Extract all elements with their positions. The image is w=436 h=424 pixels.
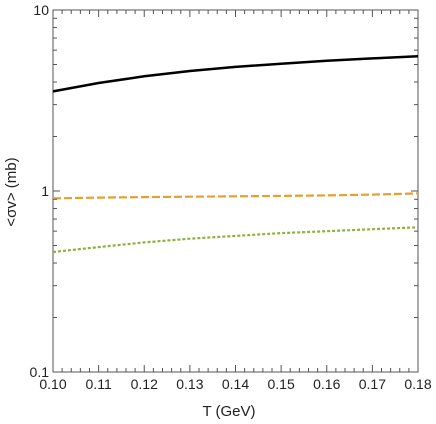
x-tick-label: 0.10 xyxy=(39,376,66,392)
x-tick-label: 0.18 xyxy=(404,376,431,392)
y-tick-label: 10 xyxy=(33,2,49,18)
series-line-2 xyxy=(52,192,419,200)
x-tick-label: 0.11 xyxy=(86,376,112,392)
x-tick-label: 0.16 xyxy=(313,376,340,392)
y-tick-label: 0.1 xyxy=(30,364,50,380)
x-tick-label: 0.14 xyxy=(222,376,249,392)
series-line-3 xyxy=(52,226,419,254)
x-tick-label: 0.12 xyxy=(131,376,158,392)
series-line-1 xyxy=(52,55,419,93)
plot-area xyxy=(52,9,419,373)
x-tick-label: 0.15 xyxy=(268,376,295,392)
y-axis-label: <σv> (mb) xyxy=(3,157,20,226)
y-tick-label: 1 xyxy=(41,183,49,199)
plot-frame xyxy=(52,9,419,373)
x-tick-label: 0.13 xyxy=(176,376,203,392)
x-tick-label: 0.17 xyxy=(359,376,386,392)
x-axis-label: T (GeV) xyxy=(202,403,255,420)
y-axis-ticks: 0.1 1 10 xyxy=(30,2,418,380)
x-axis-ticks: 0.10 0.11 0.12 0.13 0.14 0.15 0.16 0.17 0.18 xyxy=(39,10,432,392)
